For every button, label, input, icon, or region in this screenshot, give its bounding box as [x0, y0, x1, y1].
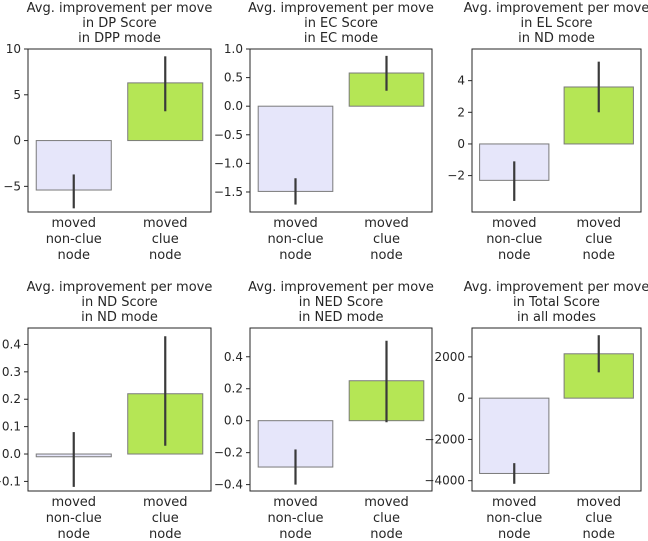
y-tick-label: 4: [457, 74, 465, 88]
chart-title-line: in EC Score: [304, 16, 378, 31]
chart-title-line: in EC mode: [304, 31, 378, 46]
x-category-label: moved: [492, 495, 537, 510]
x-category-label: node: [583, 527, 615, 541]
x-category-label: non-clue: [486, 232, 542, 247]
y-tick-label: −1.5: [214, 185, 243, 199]
chart-title-line: Avg. improvement per move: [464, 280, 648, 295]
y-tick-label: −2: [447, 169, 465, 183]
chart-title-line: Avg. improvement per move: [248, 1, 434, 16]
y-tick-label: −5: [3, 179, 21, 193]
x-category-label: moved: [51, 495, 96, 510]
y-tick-label: −0.4: [214, 478, 243, 492]
x-category-label: moved: [273, 216, 318, 231]
x-category-label: non-clue: [267, 232, 323, 247]
x-category-label: clue: [373, 511, 400, 526]
y-tick-label: 2000: [434, 350, 465, 364]
chart-title-line: in DPP mode: [78, 31, 161, 46]
chart-title-line: in EL Score: [521, 16, 593, 31]
y-tick-label: 0.4: [2, 337, 21, 351]
x-category-label: node: [58, 527, 90, 541]
axes-frame: [471, 327, 642, 492]
chart-title-line: in ND mode: [518, 31, 595, 46]
x-category-label: node: [149, 248, 181, 263]
x-category-label: moved: [51, 216, 96, 231]
x-category-label: non-clue: [46, 232, 102, 247]
y-tick-label: −0.2: [214, 446, 243, 460]
y-tick-label: −0.5: [214, 128, 243, 142]
x-category-label: node: [583, 248, 615, 263]
y-tick-label: −1.0: [214, 156, 243, 170]
x-category-label: clue: [152, 511, 179, 526]
y-tick-label: 0.0: [2, 447, 21, 461]
y-tick-label: −2000: [424, 432, 465, 446]
y-tick-label: 2: [457, 105, 465, 119]
chart-title-line: in ND Score: [81, 295, 157, 310]
chart-title-line: Avg. improvement per move: [248, 280, 434, 295]
y-tick-label: 10: [6, 42, 21, 56]
axes-frame: [27, 48, 212, 213]
y-tick-label: 0.4: [224, 350, 243, 364]
axes-frame: [27, 327, 212, 492]
y-tick-label: −4000: [424, 474, 465, 488]
x-category-label: moved: [576, 495, 621, 510]
y-tick-label: 0: [457, 391, 465, 405]
chart-title-line: in ND mode: [81, 310, 158, 325]
y-tick-label: 0: [13, 134, 21, 148]
y-tick-label: 0.0: [224, 414, 243, 428]
axes-frame: [249, 48, 433, 213]
bar-non-clue: [479, 397, 550, 474]
axes-frame: [471, 48, 642, 213]
x-category-label: clue: [152, 232, 179, 247]
x-category-label: node: [498, 248, 530, 263]
y-tick-label: 1.0: [224, 42, 243, 56]
x-category-label: non-clue: [486, 511, 542, 526]
y-tick-label: −0.1: [0, 474, 21, 488]
y-tick-label: 0.5: [224, 71, 243, 85]
chart-title-line: in NED mode: [299, 310, 384, 325]
x-category-label: node: [370, 527, 402, 541]
chart-title-line: in DP Score: [82, 16, 156, 31]
chart-title-line: in all modes: [517, 310, 596, 325]
x-category-label: node: [498, 527, 530, 541]
x-category-label: moved: [273, 495, 318, 510]
x-category-label: moved: [364, 495, 409, 510]
x-category-label: node: [370, 248, 402, 263]
x-category-label: non-clue: [267, 511, 323, 526]
y-tick-label: 5: [13, 88, 21, 102]
x-category-label: non-clue: [46, 511, 102, 526]
x-category-label: moved: [143, 216, 188, 231]
x-category-label: node: [279, 527, 311, 541]
x-category-label: moved: [143, 495, 188, 510]
y-tick-label: 0.0: [224, 99, 243, 113]
axes-frame: [249, 327, 433, 492]
x-category-label: node: [279, 248, 311, 263]
y-tick-label: 0.2: [224, 382, 243, 396]
x-category-label: moved: [364, 216, 409, 231]
chart-title-line: in NED Score: [299, 295, 383, 310]
y-tick-label: 0.3: [2, 365, 21, 379]
chart-title-line: Avg. improvement per move: [464, 1, 648, 16]
chart-title-line: in Total Score: [513, 295, 600, 310]
y-tick-label: 0.2: [2, 392, 21, 406]
y-tick-label: 0.1: [2, 420, 21, 434]
x-category-label: node: [149, 527, 181, 541]
chart-title-line: Avg. improvement per move: [27, 280, 213, 295]
y-tick-label: 0: [457, 137, 465, 151]
x-category-label: clue: [585, 511, 612, 526]
x-category-label: moved: [492, 216, 537, 231]
bar-clue: [127, 82, 204, 142]
x-category-label: clue: [373, 232, 400, 247]
x-category-label: node: [58, 248, 90, 263]
x-category-label: clue: [585, 232, 612, 247]
chart-title-line: Avg. improvement per move: [27, 1, 213, 16]
x-category-label: moved: [576, 216, 621, 231]
